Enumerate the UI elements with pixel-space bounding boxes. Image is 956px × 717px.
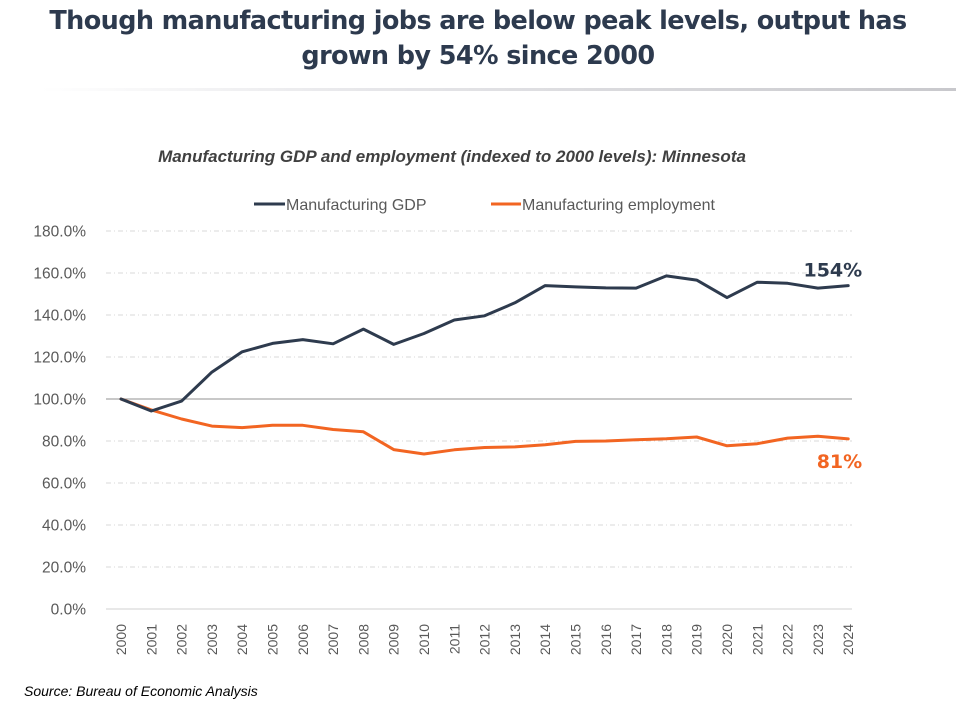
x-tick-label: 2000 <box>113 624 129 655</box>
x-tick-label: 2024 <box>840 624 856 655</box>
legend-label-employment: Manufacturing employment <box>522 197 716 214</box>
x-tick-label: 2014 <box>537 624 553 655</box>
x-tick-label: 2009 <box>386 624 402 655</box>
x-tick-label: 2010 <box>416 624 432 655</box>
end-label-gdp: 154% <box>803 260 862 282</box>
y-tick-label: 160.0% <box>33 266 86 283</box>
y-tick-label: 40.0% <box>42 518 86 535</box>
x-tick-label: 2003 <box>204 624 220 655</box>
y-tick-label: 60.0% <box>42 476 86 493</box>
y-tick-label: 120.0% <box>33 350 86 367</box>
x-tick-label: 2019 <box>689 624 705 655</box>
x-tick-label: 2004 <box>234 624 250 655</box>
y-tick-label: 180.0% <box>33 224 86 241</box>
x-tick-label: 2013 <box>507 624 523 655</box>
page-title-line-2: grown by 54% since 2000 <box>301 41 655 71</box>
x-tick-label: 2001 <box>143 624 159 655</box>
legend-label-gdp: Manufacturing GDP <box>286 197 427 214</box>
y-tick-label: 100.0% <box>33 392 86 409</box>
x-tick-label: 2023 <box>810 624 826 655</box>
x-tick-label: 2018 <box>658 624 674 655</box>
x-tick-label: 2002 <box>174 624 190 655</box>
y-tick-label: 20.0% <box>42 560 86 577</box>
x-tick-label: 2012 <box>477 624 493 655</box>
x-tick-label: 2022 <box>780 624 796 655</box>
x-tick-label: 2017 <box>628 624 644 655</box>
source-note: Source: Bureau of Economic Analysis <box>24 683 258 699</box>
x-tick-label: 2015 <box>568 624 584 655</box>
chart-title: Manufacturing GDP and employment (indexe… <box>158 147 746 166</box>
y-tick-label: 80.0% <box>42 434 86 451</box>
y-axis-ticks: 0.0% 20.0% 40.0% 60.0% 80.0% 100.0% 120.0% 140.… <box>33 224 86 619</box>
x-tick-label: 2007 <box>325 624 341 655</box>
y-tick-label: 0.0% <box>51 602 87 619</box>
x-axis-ticks: 2000 2001 2002 2003 2004 2005 2006 2007 2008 2009… <box>113 624 856 655</box>
title-separator <box>40 88 956 91</box>
series-lines <box>119 274 850 456</box>
x-tick-label: 2005 <box>265 624 281 655</box>
page-title-line-1: Though manufacturing jobs are below peak… <box>49 6 907 36</box>
y-tick-label: 140.0% <box>33 308 86 325</box>
x-tick-label: 2020 <box>719 624 735 655</box>
page-title: Though manufacturing jobs are below peak… <box>0 4 956 74</box>
x-tick-label: 2016 <box>598 624 614 655</box>
series-line-manufacturing-employment <box>119 397 850 456</box>
end-labels: 154% 81% <box>803 260 862 473</box>
x-tick-label: 2006 <box>295 624 311 655</box>
gridlines <box>106 230 852 610</box>
end-label-employment: 81% <box>817 451 862 473</box>
x-tick-label: 2008 <box>355 624 371 655</box>
series-line-manufacturing-gdp <box>119 274 850 413</box>
legend: Manufacturing GDP Manufacturing employme… <box>254 197 716 214</box>
x-tick-label: 2011 <box>446 624 462 654</box>
x-tick-label: 2021 <box>749 624 765 655</box>
